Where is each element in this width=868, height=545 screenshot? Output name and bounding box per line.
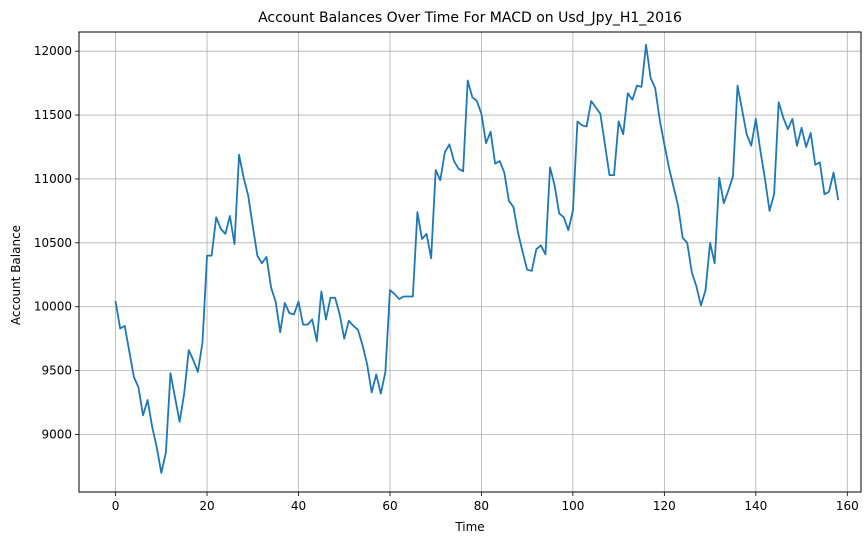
y-axis-ticks: 9000 9500 10000 10500 11000 11500 12000	[34, 44, 79, 442]
x-axis-ticks: 0 20 40 60 80 100 120 140 160	[112, 492, 859, 513]
y-tick-label: 11500	[34, 108, 72, 122]
x-tick-label: 60	[382, 499, 397, 513]
y-tick-label: 11000	[34, 172, 72, 186]
y-tick-label: 10500	[34, 236, 72, 250]
x-tick-label: 140	[744, 499, 767, 513]
x-tick-label: 0	[112, 499, 120, 513]
y-tick-label: 9000	[41, 428, 72, 442]
grid-lines	[79, 32, 861, 492]
y-tick-label: 9500	[41, 364, 72, 378]
chart-title: Account Balances Over Time For MACD on U…	[258, 10, 682, 26]
y-axis-label: Account Balance	[9, 225, 23, 325]
y-tick-label: 12000	[34, 44, 72, 58]
plot-frame	[78, 31, 862, 493]
x-tick-label: 20	[199, 499, 214, 513]
x-tick-label: 160	[836, 499, 859, 513]
x-axis-label: Time	[454, 520, 484, 534]
x-tick-label: 120	[653, 499, 676, 513]
series-line	[114, 43, 840, 474]
y-tick-label: 10000	[34, 300, 72, 314]
x-tick-label: 80	[474, 499, 489, 513]
x-tick-label: 40	[291, 499, 306, 513]
x-tick-label: 100	[561, 499, 584, 513]
